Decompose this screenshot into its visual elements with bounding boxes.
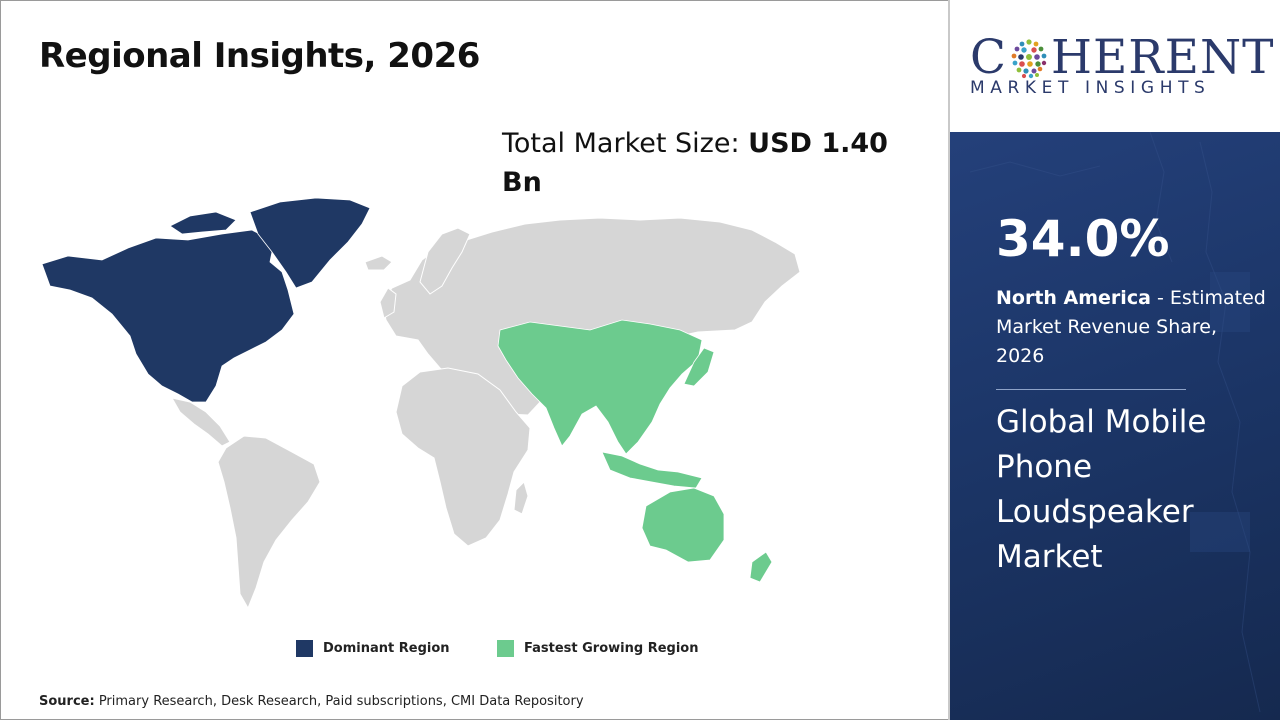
world-map	[30, 190, 820, 615]
legend-dominant-swatch	[296, 639, 313, 657]
left-panel: Regional Insights, 2026 Total Market Siz…	[30, 36, 902, 709]
legend-dominant-label: Dominant Region	[323, 640, 450, 656]
greenland-shape	[249, 197, 371, 289]
logo-globe-icon	[1011, 38, 1047, 78]
share-caption: - Estimated Market Revenue Share, 2026	[996, 287, 1266, 367]
logo-letter-c: C	[970, 30, 1007, 85]
asia-shape	[497, 319, 703, 455]
dominant-region-name: North America	[996, 287, 1151, 309]
world-map-svg	[41, 197, 801, 610]
arctic-islands-shape	[169, 211, 237, 235]
central-america	[171, 397, 231, 447]
page-title: Regional Insights, 2026	[39, 36, 480, 76]
legend-dominant: Dominant Region	[296, 639, 450, 657]
logo: C HERENT MARKET INSIGHTS	[950, 0, 1280, 132]
legend-fastest: Fastest Growing Region	[497, 639, 698, 657]
market-size-value: USD 1.40 Bn	[502, 128, 888, 198]
north-america-shape	[41, 229, 295, 403]
panel-background-texture	[969, 132, 1261, 713]
australia-shape	[641, 487, 725, 563]
south-america	[217, 435, 321, 610]
madagascar	[513, 481, 529, 515]
total-market-size: Total Market Size: USD 1.40 Bn	[502, 124, 902, 202]
iceland	[364, 255, 393, 271]
fastest-region-asia-pacific	[497, 319, 773, 583]
japan-shape	[683, 347, 715, 387]
legend-fastest-label: Fastest Growing Region	[524, 640, 699, 656]
market-share-description: North America - Estimated Market Revenue…	[996, 284, 1266, 371]
market-name: Global Mobile Phone Loudspeaker Market	[996, 404, 1207, 575]
logo-wordmark: C HERENT	[970, 30, 1274, 85]
logo-letters-rest: HERENT	[1050, 30, 1275, 85]
logo-tagline: MARKET INSIGHTS	[970, 78, 1211, 98]
market-size-label: Total Market Size:	[502, 128, 749, 159]
panel-divider	[948, 0, 950, 720]
highlight-panel: 34.0% North America - Estimated Market R…	[950, 132, 1280, 720]
uk	[379, 287, 397, 319]
market-share-value: 34.0%	[996, 210, 1170, 268]
new-zealand-shape	[749, 551, 773, 583]
dominant-region-north-america	[41, 197, 371, 403]
southeast-asia-islands-shape	[601, 451, 703, 489]
panel-separator	[996, 389, 1186, 390]
scandinavia	[419, 227, 471, 295]
base-continents	[171, 217, 801, 610]
legend-fastest-swatch	[497, 639, 514, 657]
source-note: Source: Primary Research, Desk Research,…	[39, 694, 584, 709]
source-text: Primary Research, Desk Research, Paid su…	[94, 694, 584, 709]
africa	[395, 367, 531, 547]
source-label: Source:	[39, 694, 95, 709]
